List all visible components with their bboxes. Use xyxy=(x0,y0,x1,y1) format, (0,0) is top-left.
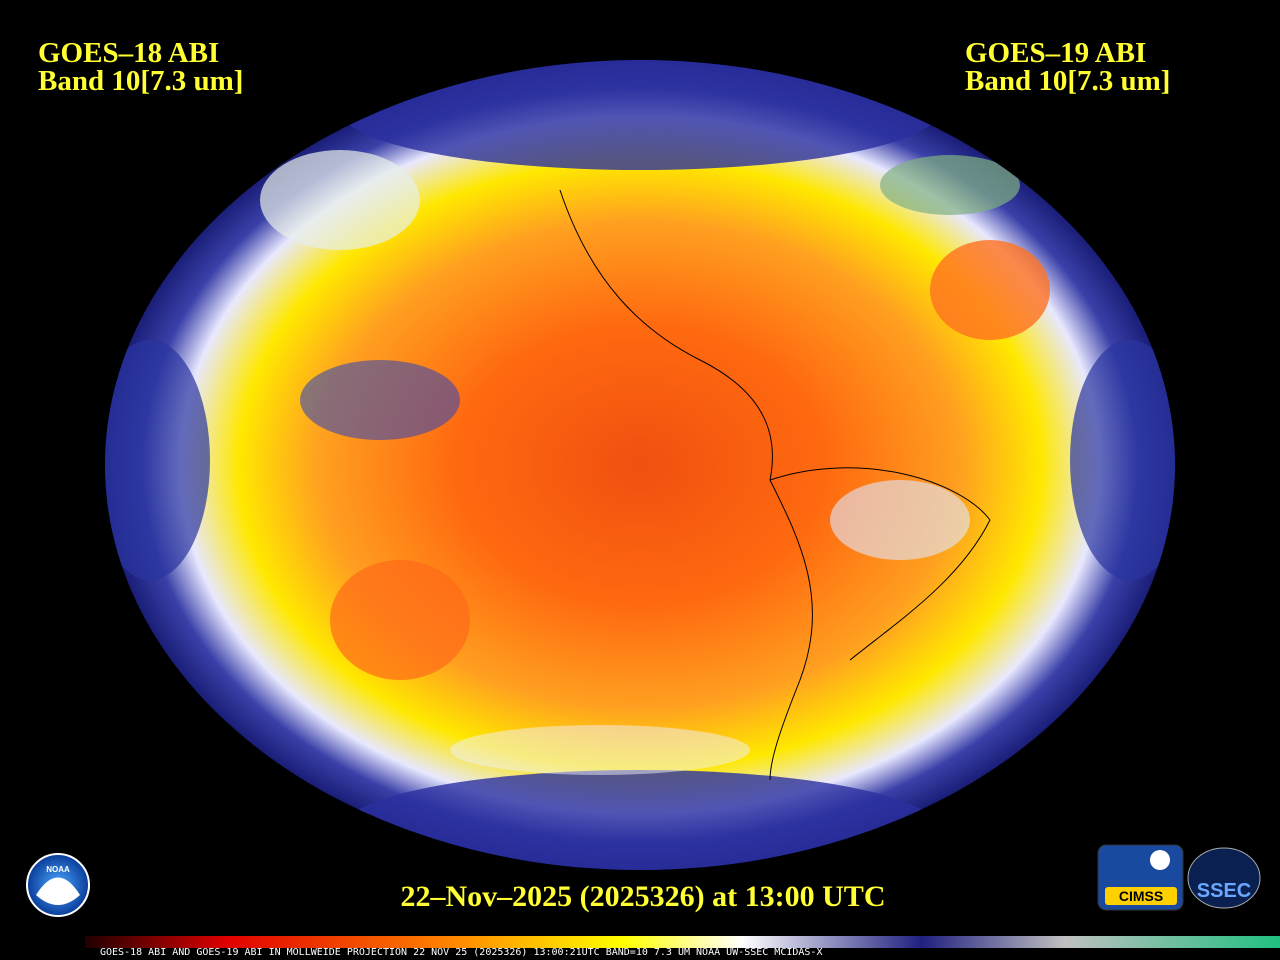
color-bar xyxy=(85,936,1280,948)
cimss-logo: CIMSS xyxy=(1097,844,1184,911)
coastlines xyxy=(559,189,991,781)
left-band: Band 10[7.3 um] xyxy=(38,65,243,97)
ssec-label: SSEC xyxy=(1197,880,1251,902)
noaa-logo: NOAA xyxy=(26,853,90,917)
ssec-logo: SSEC xyxy=(1187,847,1261,909)
cimss-label: CIMSS xyxy=(1119,888,1163,904)
right-title: GOES–19 ABI xyxy=(965,37,1146,69)
left-title: GOES–18 ABI xyxy=(38,37,219,69)
noaa-label: NOAA xyxy=(46,865,70,874)
footer-text: GOES-18 ABI AND GOES-19 ABI IN MOLLWEIDE… xyxy=(100,947,822,958)
timestamp: 22–Nov–2025 (2025326) at 13:00 UTC xyxy=(401,880,886,913)
right-band: Band 10[7.3 um] xyxy=(965,65,1170,97)
